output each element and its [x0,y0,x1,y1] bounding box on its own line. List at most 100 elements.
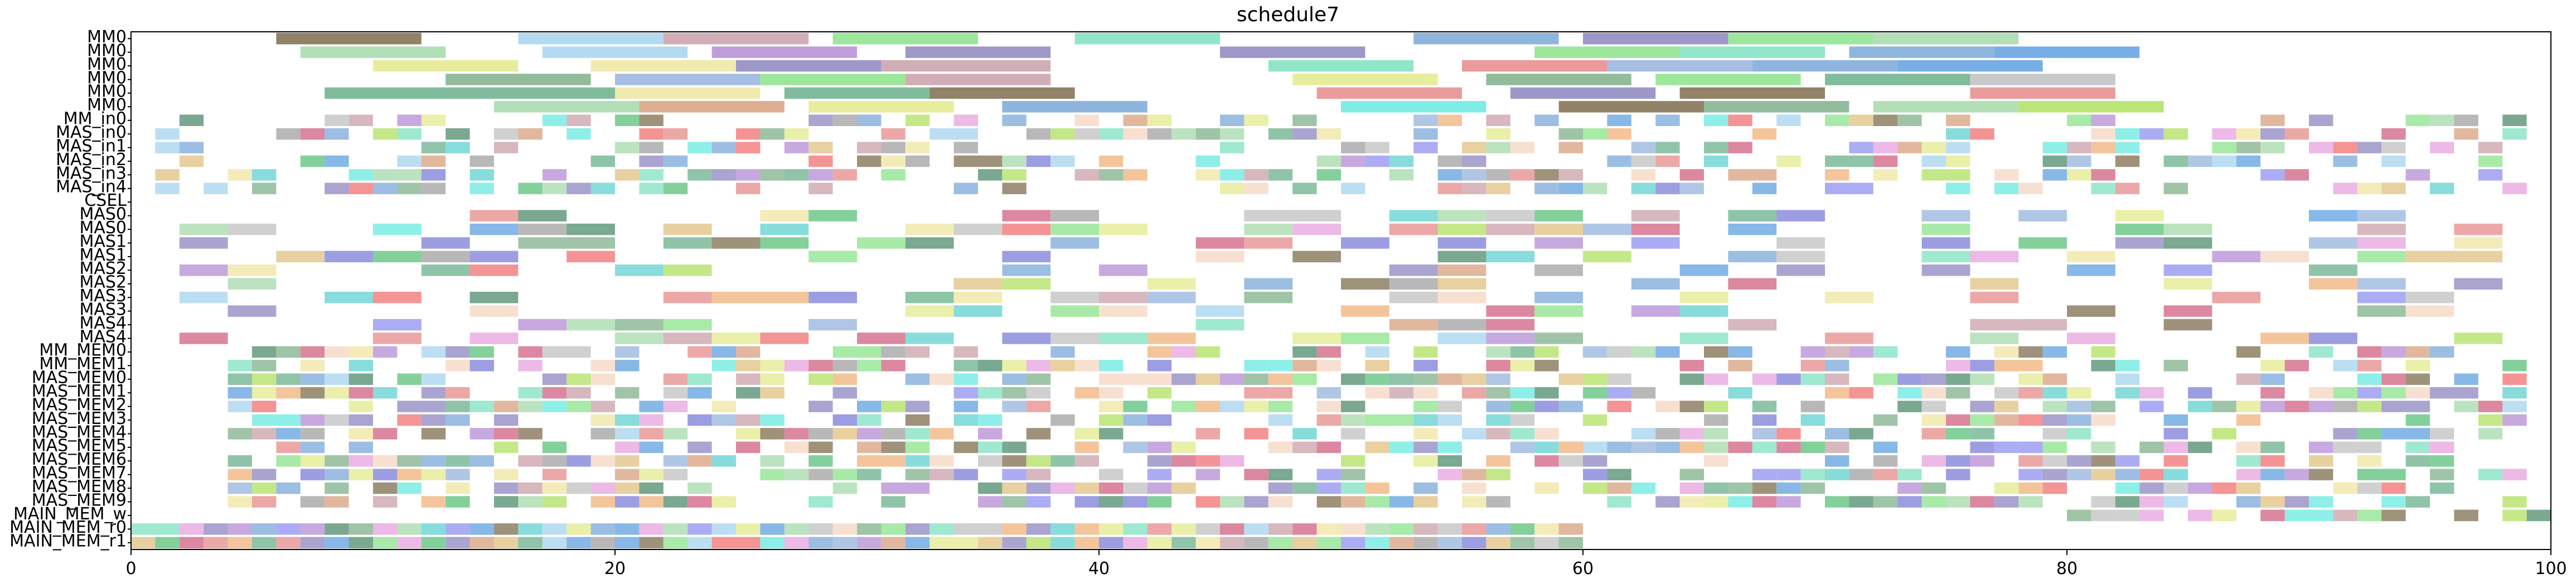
gantt-bar [1002,101,1147,113]
gantt-bar [1244,210,1293,221]
gantt-bar [373,128,398,140]
gantt-bar [2405,401,2430,412]
gantt-bar [1316,523,1341,535]
gantt-bar [784,428,809,440]
gantt-bar [663,455,688,467]
gantt-bar [639,155,664,167]
gantt-bar [1147,537,1172,549]
gantt-bar [1268,523,1293,535]
gantt-bar [421,523,446,535]
gantt-bar [1510,87,1656,99]
gantt-bar [1099,373,1124,385]
gantt-bar [1631,305,1680,317]
gantt-bar [2284,401,2309,412]
gantt-bar [1994,401,2019,412]
gantt-bar [760,387,785,399]
gantt-bar [2454,128,2478,140]
gantt-bar [1728,441,1752,454]
gantt-bar [2067,142,2091,153]
gantt-bar [2357,346,2382,358]
gantt-bar [469,523,494,535]
gantt-bar [1558,523,1583,535]
gantt-bar [2405,441,2430,454]
gantt-bar [1244,373,1268,385]
gantt-bar [1292,114,1317,126]
gantt-bar [881,428,906,440]
gantt-bar [1074,128,1099,140]
gantt-bar [1583,387,1607,399]
gantt-bar [881,537,906,549]
gantt-bar [373,319,422,331]
gantt-bar [2091,401,2115,412]
gantt-bar [1655,401,1680,412]
gantt-bar [1534,360,1559,372]
gantt-bar [953,128,978,140]
gantt-bar [446,523,470,535]
gantt-bar [2115,360,2140,372]
gantt-bar [663,401,688,412]
gantt-bar [1849,428,1873,440]
gantt-bar [2284,496,2309,508]
gantt-bar [2042,155,2067,167]
gantt-bar [300,537,325,549]
gantt-bar [1825,169,1849,181]
gantt-bar [2163,223,2212,235]
gantt-bar [2042,142,2067,153]
gantt-bar [1099,360,1124,372]
gantt-bar [446,346,470,358]
gantt-bar [1437,210,1486,221]
gantt-bar [1074,360,1099,372]
gantt-bar [469,87,615,99]
gantt-bar [2115,210,2164,221]
gantt-bar [397,414,422,426]
gantt-bar [1873,32,2019,45]
gantt-bar [1002,210,1051,221]
gantt-bar [252,469,277,480]
gantt-bar [2454,509,2478,522]
gantt-bar [1002,496,1026,508]
gantt-bar [953,346,978,358]
gantt-bar [1704,441,1728,454]
gantt-bar [179,523,204,535]
gantt-bar [1728,223,1777,235]
gantt-bar [1970,373,1994,385]
gantt-bar [1873,114,1898,126]
gantt-bar [1365,482,1389,494]
gantt-bar [2163,455,2188,467]
gantt-bar [179,332,228,344]
gantt-bar [300,387,325,399]
gantt-bar [857,441,882,454]
gantt-bar [953,537,978,549]
gantt-bar [1147,373,1172,385]
gantt-bar [252,169,277,181]
gantt-bar [1583,32,1728,45]
gantt-bar [1994,182,2019,195]
gantt-bar [1800,482,1825,494]
gantt-bar [348,537,373,549]
gantt-bar [1437,469,1462,480]
gantt-bar [760,537,785,549]
gantt-bar [881,401,906,412]
gantt-bar [1704,114,1728,126]
gantt-bar [2260,469,2285,480]
gantt-bar [1050,414,1075,426]
gantt-bar [711,169,736,181]
gantt-bar [2260,128,2285,140]
gantt-bar [2139,496,2164,508]
gantt-bar [1558,401,1583,412]
gantt-bar [1413,373,1438,385]
gantt-bar [978,441,1003,454]
gantt-bar [1704,373,1728,385]
gantt-bar [1970,291,2019,303]
gantt-bar [929,537,954,549]
gantt-bar [1921,223,1970,235]
gantt-bar [2042,169,2067,181]
gantt-bar [2115,387,2140,399]
gantt-bar [590,401,615,412]
gantt-bar [881,441,906,454]
gantt-bar [1413,360,1438,372]
row-label: MAS2 [79,273,127,292]
gantt-bar [905,373,930,385]
gantt-bar [929,523,954,535]
gantt-bar [2309,210,2357,221]
